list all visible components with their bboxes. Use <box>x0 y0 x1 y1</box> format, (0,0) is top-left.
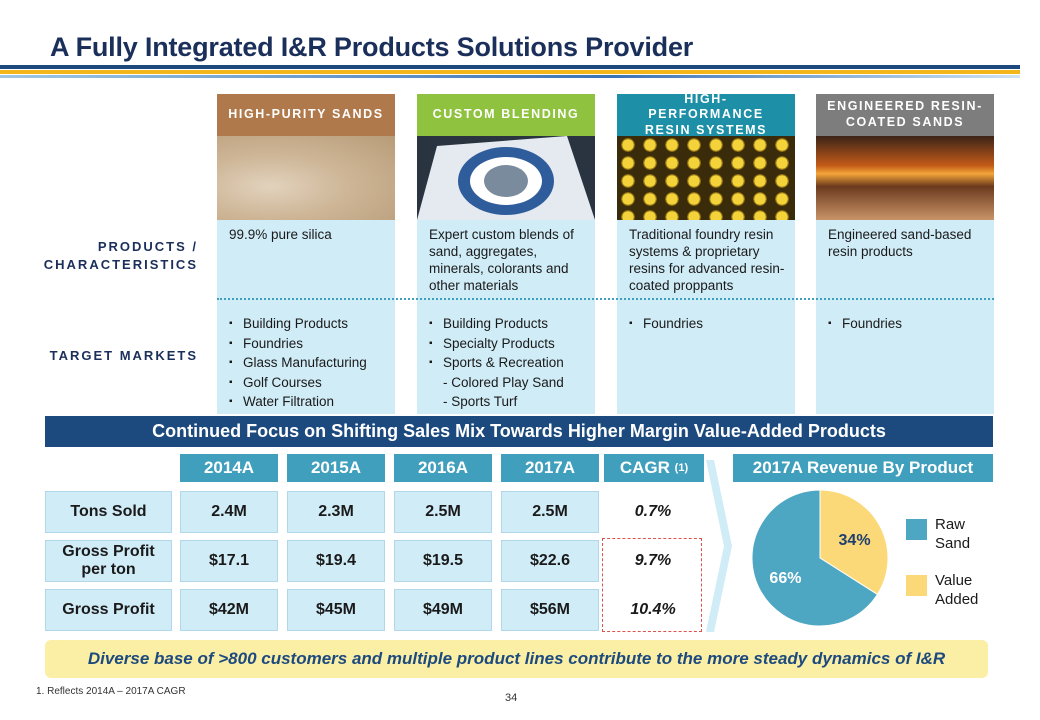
foundry-casting-image <box>816 136 994 220</box>
market-item: - Colored Play Sand <box>443 374 564 390</box>
legend-swatch <box>906 575 927 596</box>
cagr-footnote-marker: (1) <box>674 462 689 474</box>
markets-list: Building ProductsSpecialty ProductsSport… <box>417 306 595 412</box>
revenue-pie-chart: 34% 66% <box>751 489 889 627</box>
legend-item: Raw Sand <box>906 515 996 553</box>
table-cell: 2.4M <box>180 491 278 533</box>
category-body: Expert custom blends of sand, aggregates… <box>417 220 595 414</box>
sand-image <box>217 136 395 220</box>
cagr-header-label: CAGR <box>619 458 670 477</box>
chevron-arrow-icon <box>706 460 732 632</box>
category-header-label: CUSTOM BLENDING <box>432 107 580 122</box>
market-item: Specialty Products <box>429 334 589 354</box>
category-header: ENGINEERED RESIN-COATED SANDS <box>816 94 994 136</box>
cagr-value: 0.7% <box>634 503 672 520</box>
market-item: Building Products <box>429 314 589 334</box>
table-cell: $49M <box>394 589 492 631</box>
year-header-2017: 2017A <box>501 454 599 482</box>
category-header: CUSTOM BLENDING <box>417 94 595 136</box>
category-body: Engineered sand-based resin products Fou… <box>816 220 994 414</box>
table-cell: $19.4 <box>287 540 385 582</box>
row-separator <box>217 298 994 300</box>
category-column-engineered-resin-coated: ENGINEERED RESIN-COATED SANDS Engineered… <box>816 94 994 414</box>
category-header: HIGH-PERFORMANCE RESIN SYSTEMS <box>617 91 795 137</box>
blend-bag-image <box>417 136 595 220</box>
header-stripe-gold <box>0 70 1020 74</box>
cagr-value: 9.7% <box>634 552 672 569</box>
page-title: A Fully Integrated I&R Products Solution… <box>50 32 694 62</box>
table-cell: $22.6 <box>501 540 599 582</box>
pie-slice-raw-sand <box>751 489 879 627</box>
chart-title: 2017A Revenue By Product <box>733 454 993 482</box>
category-header-label: HIGH-PERFORMANCE RESIN SYSTEMS <box>644 91 768 137</box>
products-row-label: PRODUCTS / CHARACTERISTICS <box>43 239 198 272</box>
category-body: 99.9% pure silica Building ProductsFound… <box>217 220 395 414</box>
legend-item: Value Added <box>906 571 996 609</box>
year-header-2016: 2016A <box>394 454 492 482</box>
pie-label: 66% <box>769 570 801 587</box>
legend-label: Raw Sand <box>935 516 971 552</box>
year-header-2015: 2015A <box>287 454 385 482</box>
table-cell: $42M <box>180 589 278 631</box>
characteristic-text: Expert custom blends of sand, aggregates… <box>429 227 574 293</box>
cagr-value: 10.4% <box>630 601 676 618</box>
market-item: Glass Manufacturing <box>229 353 389 373</box>
market-item: Foundries <box>629 314 789 334</box>
row-label: Gross Profit per ton <box>45 540 172 582</box>
market-item: Foundries <box>229 334 389 354</box>
market-item: Golf Courses <box>229 373 389 393</box>
bottom-banner: Diverse base of >800 customers and multi… <box>45 640 988 678</box>
row-label: Tons Sold <box>45 491 172 533</box>
row-label: Gross Profit <box>45 589 172 631</box>
markets-list: Foundries <box>816 306 994 334</box>
market-item: Water Filtration <box>229 392 389 412</box>
category-column-custom-blending: CUSTOM BLENDING Expert custom blends of … <box>417 94 595 414</box>
pie-label: 34% <box>839 532 871 549</box>
cagr-header: CAGR (1) <box>604 454 704 482</box>
market-item: Building Products <box>229 314 389 334</box>
category-header-label: ENGINEERED RESIN-COATED SANDS <box>827 99 983 129</box>
table-cell: $17.1 <box>180 540 278 582</box>
table-cell: 2.5M <box>394 491 492 533</box>
category-column-high-purity-sands: HIGH-PURITY SANDS 99.9% pure silica Buil… <box>217 94 395 414</box>
header-stripe-blue <box>0 75 1020 78</box>
table-cell: $45M <box>287 589 385 631</box>
characteristic-text: Traditional foundry resin systems & prop… <box>629 227 785 293</box>
markets-list: Foundries <box>617 306 795 334</box>
category-column-high-performance-resin: HIGH-PERFORMANCE RESIN SYSTEMS Tradition… <box>617 91 795 414</box>
table-cell: $19.5 <box>394 540 492 582</box>
table-cell: 2.3M <box>287 491 385 533</box>
category-body: Traditional foundry resin systems & prop… <box>617 220 795 414</box>
category-header: HIGH-PURITY SANDS <box>217 94 395 136</box>
market-item: Foundries <box>828 314 988 334</box>
markets-row-label: TARGET MARKETS <box>49 348 198 363</box>
pie-legend: Raw Sand Value Added <box>906 515 996 609</box>
footnote: 1. Reflects 2014A – 2017A CAGR <box>36 686 186 697</box>
markets-list: Building ProductsFoundriesGlass Manufact… <box>217 306 395 412</box>
legend-swatch <box>906 519 927 540</box>
characteristic-text: 99.9% pure silica <box>229 227 332 242</box>
category-header-label: HIGH-PURITY SANDS <box>228 107 384 122</box>
market-item: Sports & Recreation <box>429 353 589 373</box>
table-cell: 2.5M <box>501 491 599 533</box>
blend-bag-illustration <box>417 136 595 220</box>
page-number: 34 <box>505 692 518 704</box>
header-stripe-navy <box>0 65 1020 69</box>
legend-label: Value Added <box>935 572 979 608</box>
year-header-2014: 2014A <box>180 454 278 482</box>
market-item: - Sports Turf <box>443 394 518 409</box>
table-cell: $56M <box>501 589 599 631</box>
cagr-highlight-box <box>602 538 702 632</box>
characteristic-text: Engineered sand-based resin products <box>828 227 972 259</box>
focus-banner: Continued Focus on Shifting Sales Mix To… <box>45 416 993 447</box>
resin-spheres-image <box>617 136 795 220</box>
